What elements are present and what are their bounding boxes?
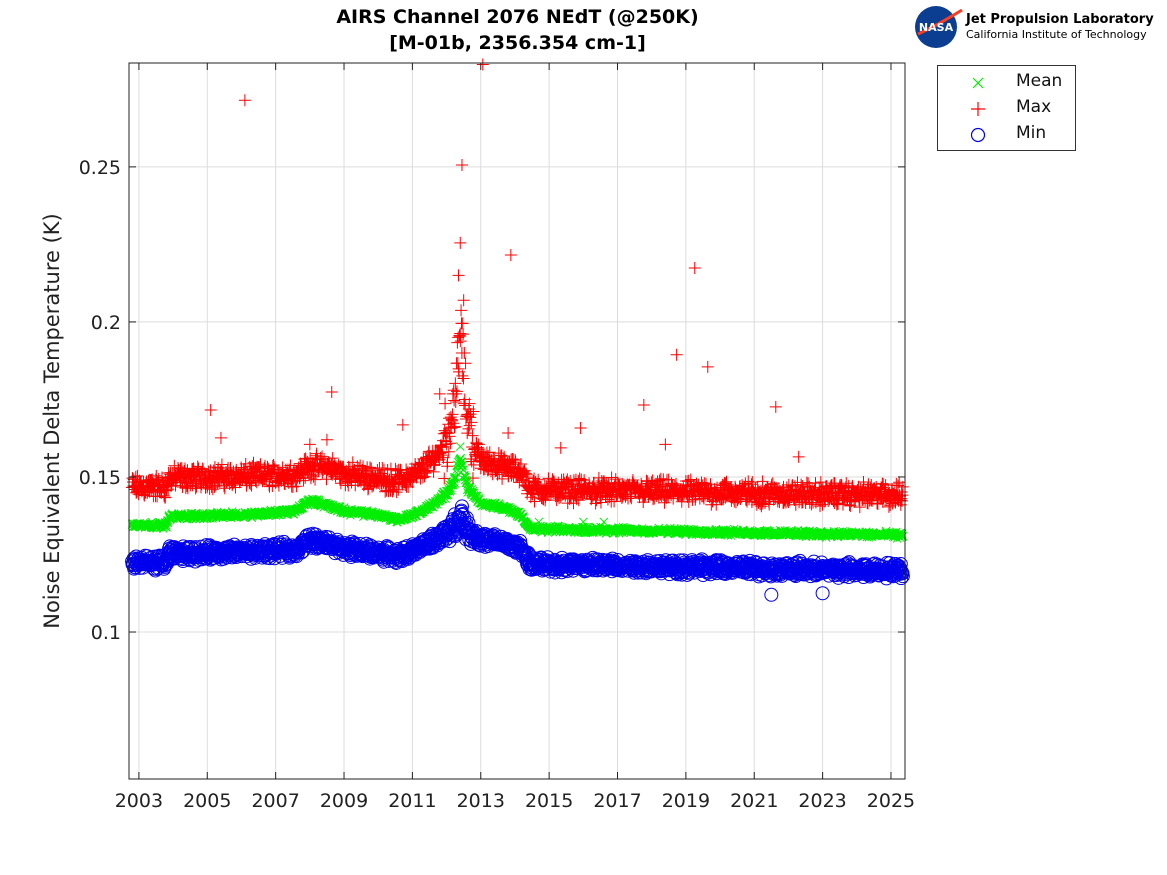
max-marker	[454, 335, 467, 348]
max-marker	[320, 433, 333, 446]
max-marker	[459, 357, 472, 370]
max-marker	[390, 486, 403, 499]
data-marks	[125, 58, 910, 602]
max-marker	[334, 477, 347, 490]
max-marker	[466, 429, 479, 442]
max-marker	[455, 159, 468, 172]
max-marker	[659, 438, 672, 451]
max-marker	[465, 416, 478, 429]
max-marker	[244, 477, 257, 490]
max-marker	[769, 400, 782, 413]
max-marker	[574, 421, 587, 434]
max-marker	[688, 261, 701, 274]
max-marker	[376, 461, 389, 474]
max-marker	[364, 461, 377, 474]
max-marker	[441, 456, 454, 469]
max-marker	[896, 480, 909, 493]
max-marker	[303, 438, 316, 451]
mean-marker	[455, 442, 465, 451]
max-marker	[326, 452, 339, 465]
max-marker	[463, 397, 476, 410]
max-marker	[670, 348, 683, 361]
max-marker	[320, 473, 333, 486]
max-marker	[467, 405, 480, 418]
max-marker	[457, 328, 470, 341]
max-marker	[316, 450, 329, 463]
max-marker	[450, 387, 463, 400]
max-marker	[452, 269, 465, 282]
max-marker	[439, 397, 452, 410]
max-marker	[637, 399, 650, 412]
max-marker	[263, 480, 276, 493]
max-marker	[438, 424, 451, 437]
max-marker	[442, 445, 455, 458]
max-marker	[476, 58, 489, 71]
max-marker	[447, 384, 460, 397]
max-marker	[159, 491, 172, 504]
max-marker	[450, 385, 463, 398]
max-marker	[290, 480, 303, 493]
max-marker	[462, 422, 475, 435]
max-marker	[701, 360, 714, 373]
max-marker	[456, 317, 469, 330]
max-marker	[457, 294, 470, 307]
max-marker	[446, 408, 459, 421]
max-marker	[389, 462, 402, 475]
max-marker	[396, 418, 409, 431]
max-marker	[421, 464, 434, 477]
max-marker	[240, 469, 253, 482]
max-marker	[448, 420, 461, 433]
max-marker	[472, 438, 485, 451]
max-marker	[162, 483, 175, 496]
grid	[129, 63, 905, 779]
max-marker	[456, 369, 469, 382]
max-marker	[504, 248, 517, 261]
max-marker	[457, 372, 470, 385]
max-marker	[419, 466, 432, 479]
max-marker	[462, 410, 475, 423]
max-marker	[454, 236, 467, 249]
mean-marker	[599, 517, 609, 527]
max-marker	[893, 476, 906, 489]
max-marker	[502, 426, 515, 439]
max-marker	[458, 346, 471, 359]
max-marker	[325, 386, 338, 399]
max-marker	[309, 473, 322, 486]
max-marker	[451, 336, 464, 349]
max-marker	[433, 387, 446, 400]
max-marker	[214, 431, 227, 444]
max-marker	[436, 449, 449, 462]
max-marker	[444, 437, 457, 450]
max-marker	[169, 479, 182, 492]
max-marker	[381, 464, 394, 477]
max-marker	[238, 94, 251, 107]
max-marker	[792, 450, 805, 463]
max-marker	[215, 458, 228, 471]
max-marker	[448, 394, 461, 407]
max-marker	[189, 482, 202, 495]
max-marker	[455, 304, 468, 317]
max-marker	[554, 441, 567, 454]
max-marker	[449, 377, 462, 390]
max-marker	[402, 481, 415, 494]
max-marker	[464, 408, 477, 421]
max-marker	[204, 403, 217, 416]
